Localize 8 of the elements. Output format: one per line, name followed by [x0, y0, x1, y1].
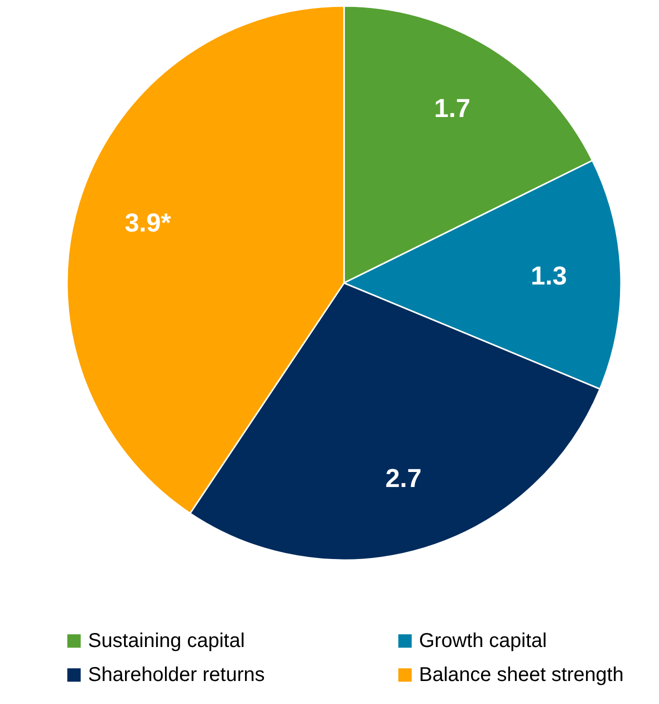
data-label: 3.9*	[124, 207, 172, 238]
legend-label: Sustaining capital	[88, 630, 245, 652]
legend-label: Growth capital	[419, 630, 547, 652]
legend-label: Balance sheet strength	[419, 664, 624, 686]
data-label: 1.7	[434, 92, 470, 123]
legend-label: Shareholder returns	[88, 664, 265, 686]
data-label: 1.3	[530, 260, 567, 290]
data-label: 2.7	[385, 463, 422, 494]
